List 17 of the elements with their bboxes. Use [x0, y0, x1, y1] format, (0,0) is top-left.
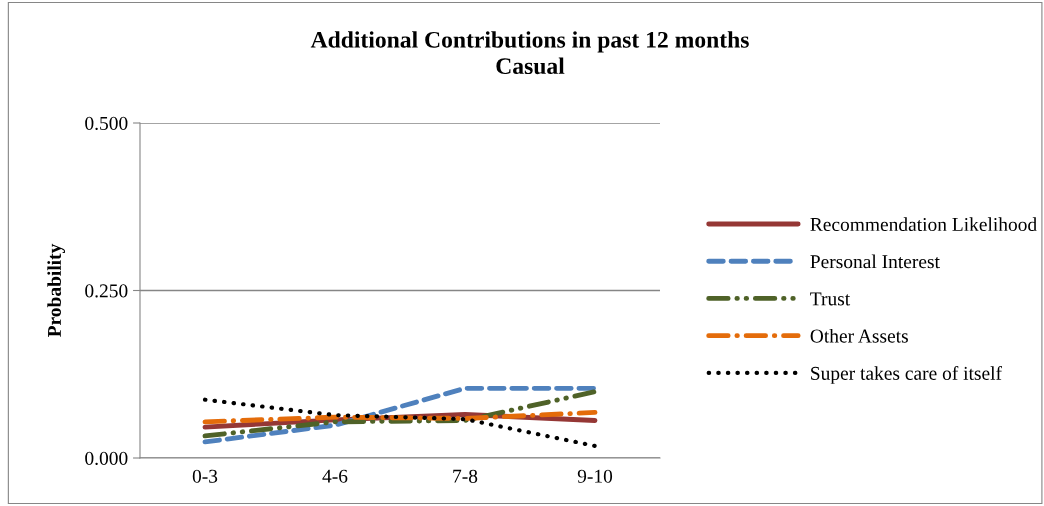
legend-label: Personal Interest — [810, 254, 940, 269]
legend-label: Trust — [810, 292, 851, 306]
chart-title: Additional Contributions in past 12 months Casual — [310, 31, 749, 75]
x-tick-label: 4-6 — [322, 469, 348, 483]
x-tick-label: 0-3 — [192, 469, 218, 483]
legend-label: Super takes care of itself — [811, 366, 1003, 384]
y-tick-label: 0.000 — [85, 451, 128, 466]
legend-label: Recommendation Likelihood — [810, 217, 1037, 232]
legend-label: Other Assets — [810, 328, 908, 343]
line-series — [202, 389, 598, 439]
x-tick-label: 9-10 — [577, 469, 613, 483]
y-tick-label: 0.500 — [85, 116, 128, 131]
y-axis-title: Probability — [47, 243, 65, 337]
line-series — [202, 410, 598, 425]
x-tick-label: 7-8 — [453, 469, 478, 483]
line-series — [202, 397, 598, 449]
y-tick-label: 0.250 — [85, 284, 128, 298]
